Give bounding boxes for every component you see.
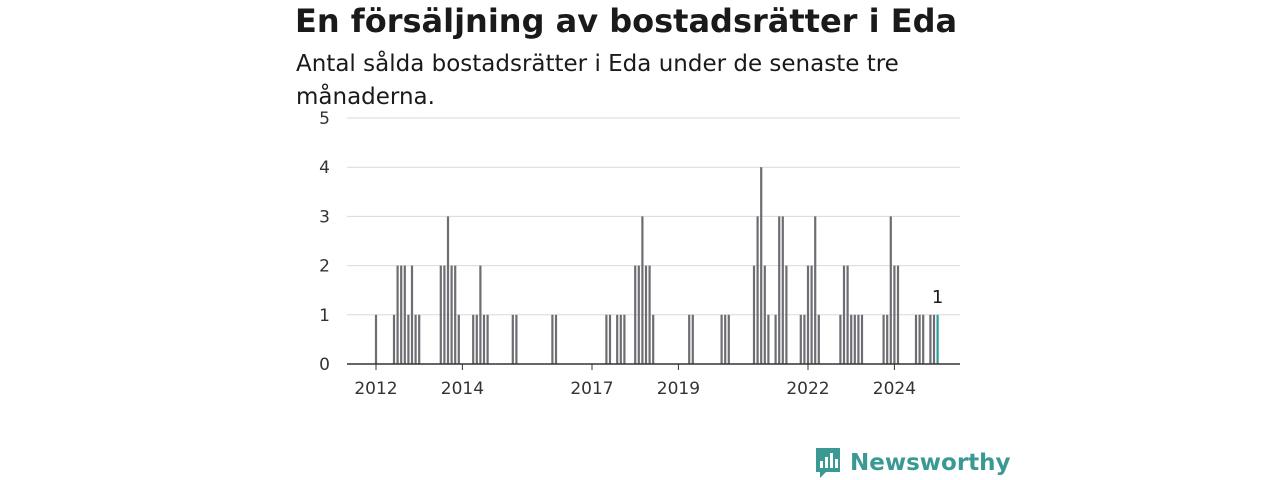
- bar: [400, 265, 403, 364]
- bar: [886, 314, 889, 364]
- y-tick-label: 3: [319, 207, 330, 227]
- bar: [799, 314, 802, 364]
- bar: [932, 314, 936, 364]
- bar: [752, 265, 756, 364]
- bar: [785, 265, 788, 364]
- bar: [918, 314, 921, 364]
- bars: [374, 167, 939, 364]
- bar: [817, 314, 820, 364]
- y-tick-label: 2: [319, 257, 330, 277]
- bar: [608, 314, 612, 364]
- y-axis-labels: 0 1 2 3 4 5: [319, 109, 330, 375]
- bar: [810, 265, 813, 364]
- bar: [443, 265, 446, 364]
- bar: [648, 265, 651, 364]
- y-tick-label: 1: [319, 306, 330, 326]
- y-tick-label: 5: [319, 109, 330, 129]
- bar: [634, 265, 637, 364]
- y-tick-label: 0: [319, 355, 330, 375]
- bar: [893, 265, 896, 364]
- chart-title: En försäljning av bostadsrätter i Eda: [295, 2, 958, 40]
- chart-subtitle: Antal sålda bostadsrätter i Eda under de…: [296, 51, 899, 110]
- bar: [814, 216, 817, 364]
- bar: [407, 314, 410, 364]
- bar: [781, 216, 784, 364]
- bar: [619, 314, 622, 364]
- bar: [605, 314, 608, 364]
- bar: [454, 265, 457, 364]
- bar: [515, 314, 518, 364]
- bar: [641, 216, 644, 364]
- bar: [727, 314, 730, 364]
- bar: [396, 265, 399, 364]
- bar-highlight: [936, 314, 939, 364]
- bar-value-label: 1: [932, 287, 943, 308]
- bar: [439, 265, 442, 364]
- bar: [688, 314, 691, 364]
- bar: [763, 265, 766, 364]
- bar: [410, 265, 414, 364]
- bar: [403, 265, 406, 364]
- bar: [850, 314, 853, 364]
- gridlines: [347, 117, 960, 316]
- bar: [806, 265, 810, 364]
- bar: [846, 265, 849, 364]
- bar: [691, 314, 694, 364]
- newsworthy-logo-icon: [816, 448, 840, 478]
- bar: [554, 314, 558, 364]
- bar: [853, 314, 856, 364]
- bar: [450, 265, 453, 364]
- bar: [914, 314, 918, 364]
- bar: [760, 167, 763, 364]
- bar: [623, 314, 626, 364]
- bar: [767, 314, 770, 364]
- x-tick-label: 2017: [570, 379, 613, 399]
- bar: [839, 314, 842, 364]
- bar: [882, 314, 885, 364]
- bar: [482, 314, 486, 364]
- x-tick-label: 2022: [786, 379, 829, 399]
- bar: [896, 265, 900, 364]
- newsworthy-logo: Newsworthy: [814, 446, 1011, 480]
- bar: [803, 314, 806, 364]
- bar: [644, 265, 648, 364]
- bar: [418, 314, 421, 364]
- bar: [472, 314, 475, 364]
- bar: [860, 314, 864, 364]
- bar: [756, 216, 759, 364]
- bar: [457, 314, 460, 364]
- bar: [922, 314, 925, 364]
- x-tick-label: 2019: [657, 379, 700, 399]
- bar: [392, 314, 396, 364]
- bar: [652, 314, 655, 364]
- bar: [929, 314, 932, 364]
- bar: [486, 314, 489, 364]
- bar: [551, 314, 554, 364]
- bar: [857, 314, 860, 364]
- bar: [842, 265, 846, 364]
- bar: [889, 216, 892, 364]
- bar: [511, 314, 514, 364]
- x-axis: 2012 2014 2017 2019 2022 2024: [347, 363, 960, 399]
- x-tick-label: 2024: [873, 379, 916, 399]
- bar: [414, 314, 417, 364]
- bar: [724, 314, 727, 364]
- bar: [778, 216, 781, 364]
- bar: [637, 265, 640, 364]
- brand-name: Newsworthy: [850, 450, 1011, 476]
- bar: [774, 314, 777, 364]
- x-tick-label: 2012: [354, 379, 397, 399]
- annotations: 1: [932, 287, 943, 308]
- bar: [479, 265, 482, 364]
- bar: [616, 314, 619, 364]
- y-tick-label: 4: [319, 158, 330, 178]
- bar: [475, 314, 478, 364]
- bar: [446, 216, 450, 364]
- bar: [374, 314, 378, 364]
- x-tick-label: 2014: [441, 379, 484, 399]
- bar: [720, 314, 723, 364]
